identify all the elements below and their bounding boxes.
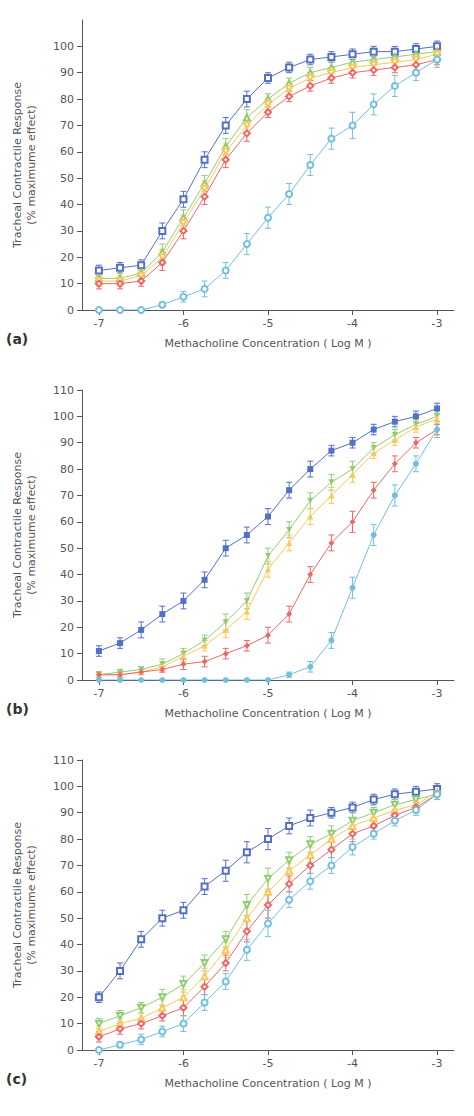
svg-text:90: 90 <box>60 806 74 819</box>
svg-text:10: 10 <box>60 1017 74 1030</box>
svg-text:20: 20 <box>60 621 74 634</box>
svg-text:10: 10 <box>60 277 74 290</box>
svg-text:-5: -5 <box>263 317 274 330</box>
svg-text:-5: -5 <box>263 687 274 700</box>
svg-text:-7: -7 <box>93 687 104 700</box>
svg-text:90: 90 <box>60 436 74 449</box>
svg-text:-6: -6 <box>178 317 189 330</box>
svg-text:Methacholine Concentration ( L: Methacholine Concentration ( Log M ) <box>165 1077 372 1090</box>
svg-text:(% maximume effect): (% maximume effect) <box>25 845 38 965</box>
svg-text:Tracheal Contractile Response: Tracheal Contractile Response <box>11 82 24 249</box>
svg-text:-5: -5 <box>263 1057 274 1070</box>
svg-text:-7: -7 <box>93 1057 104 1070</box>
svg-text:100: 100 <box>53 780 74 793</box>
svg-text:100: 100 <box>53 40 74 53</box>
svg-text:40: 40 <box>60 198 74 211</box>
svg-text:30: 30 <box>60 964 74 977</box>
svg-text:-6: -6 <box>178 1057 189 1070</box>
svg-text:-3: -3 <box>432 1057 443 1070</box>
svg-text:40: 40 <box>60 938 74 951</box>
svg-text:60: 60 <box>60 885 74 898</box>
svg-text:Tracheal Contractile Response: Tracheal Contractile Response <box>11 452 24 619</box>
svg-text:-4: -4 <box>347 687 358 700</box>
svg-text:(b): (b) <box>6 701 29 717</box>
svg-text:0: 0 <box>67 1044 74 1057</box>
svg-text:50: 50 <box>60 172 74 185</box>
svg-text:10: 10 <box>60 647 74 660</box>
svg-text:-3: -3 <box>432 687 443 700</box>
svg-text:-7: -7 <box>93 317 104 330</box>
svg-text:(% maximume effect): (% maximume effect) <box>25 475 38 595</box>
svg-text:80: 80 <box>60 93 74 106</box>
svg-text:90: 90 <box>60 66 74 79</box>
svg-text:Tracheal Contractile Response: Tracheal Contractile Response <box>11 822 24 989</box>
svg-text:40: 40 <box>60 568 74 581</box>
svg-text:60: 60 <box>60 515 74 528</box>
svg-text:60: 60 <box>60 145 74 158</box>
svg-text:30: 30 <box>60 224 74 237</box>
svg-text:-3: -3 <box>432 317 443 330</box>
svg-text:50: 50 <box>60 542 74 555</box>
svg-text:Methacholine Concentration ( L: Methacholine Concentration ( Log M ) <box>165 337 372 350</box>
svg-text:20: 20 <box>60 991 74 1004</box>
svg-text:110: 110 <box>53 384 74 397</box>
svg-text:30: 30 <box>60 594 74 607</box>
svg-text:70: 70 <box>60 119 74 132</box>
svg-text:(a): (a) <box>6 331 28 347</box>
svg-text:70: 70 <box>60 489 74 502</box>
svg-text:70: 70 <box>60 859 74 872</box>
svg-text:100: 100 <box>53 410 74 423</box>
svg-text:0: 0 <box>67 304 74 317</box>
svg-text:80: 80 <box>60 833 74 846</box>
svg-text:(c): (c) <box>6 1071 27 1087</box>
svg-text:-4: -4 <box>347 317 358 330</box>
svg-text:Methacholine Concentration ( L: Methacholine Concentration ( Log M ) <box>165 707 372 720</box>
svg-text:110: 110 <box>53 754 74 767</box>
svg-text:0: 0 <box>67 674 74 687</box>
svg-text:80: 80 <box>60 463 74 476</box>
svg-text:-4: -4 <box>347 1057 358 1070</box>
svg-text:50: 50 <box>60 912 74 925</box>
svg-text:(% maximume effect): (% maximume effect) <box>25 105 38 225</box>
svg-text:20: 20 <box>60 251 74 264</box>
svg-text:-6: -6 <box>178 687 189 700</box>
